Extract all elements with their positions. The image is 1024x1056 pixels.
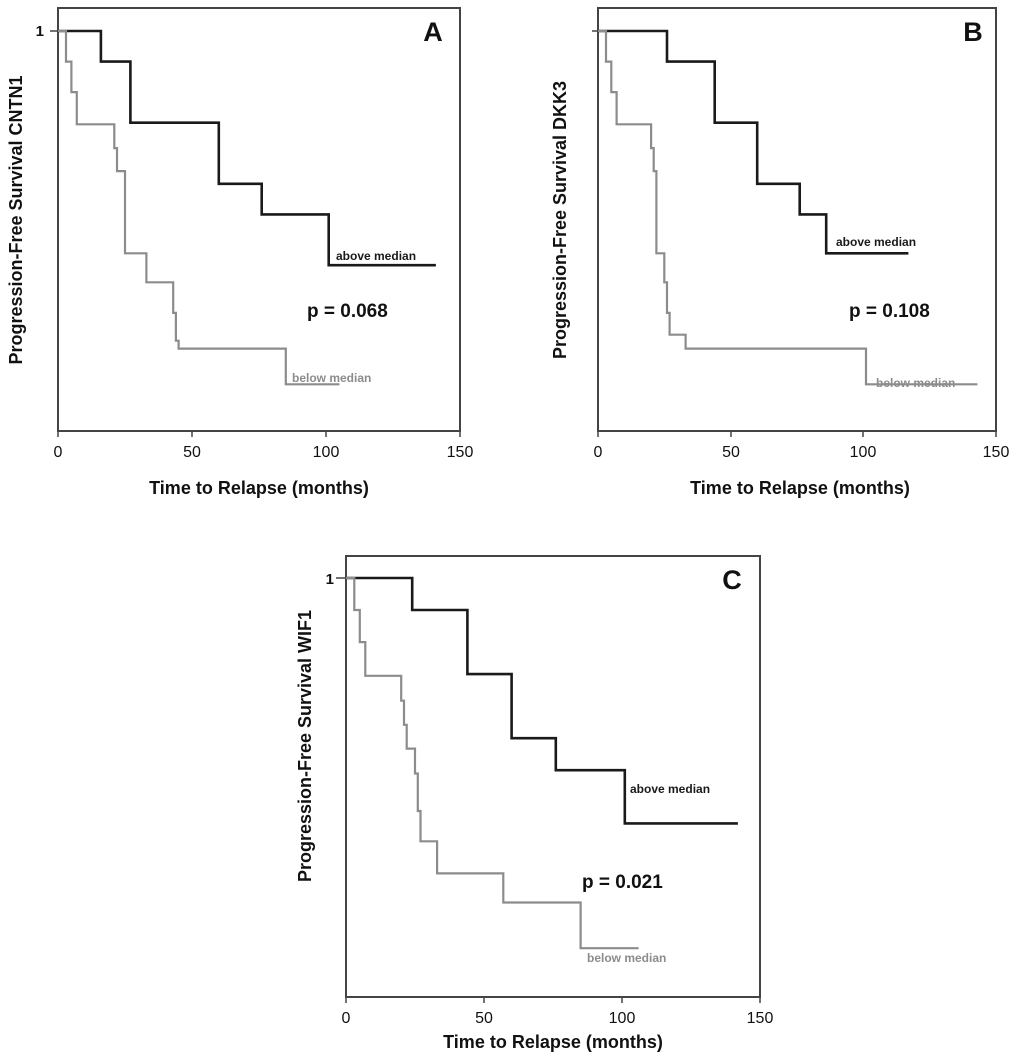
x-axis-label: Time to Relapse (months) (690, 478, 910, 498)
x-tick-label: 100 (850, 444, 877, 461)
x-ticks: 0 50 100 150 (594, 431, 1010, 461)
x-ticks: 0 50 100 150 (54, 431, 474, 461)
series-label-above-median: above median (630, 782, 710, 796)
y-axis-label: Progression-Free Survival DKK3 (550, 81, 570, 359)
survival-curve-below-median (598, 29, 978, 386)
panel-letter: C (722, 565, 742, 595)
series-label-above-median: above median (336, 249, 416, 263)
x-tick-label: 50 (183, 444, 201, 461)
p-value: p = 0.068 (307, 301, 388, 322)
x-ticks: 0 50 100 150 (342, 997, 774, 1027)
y-axis-label: Progression-Free Survival WIF1 (295, 610, 315, 882)
series-label-below-median: below median (587, 951, 666, 965)
p-value: p = 0.108 (849, 301, 930, 322)
panel-letter: B (963, 17, 983, 47)
x-tick-label: 150 (447, 444, 474, 461)
survival-curve-below-median (58, 29, 340, 386)
survival-curves (58, 29, 436, 386)
series-label-below-median: below median (292, 371, 371, 385)
x-axis-label: Time to Relapse (months) (149, 478, 369, 498)
survival-curve-below-median (346, 576, 639, 950)
x-tick-label: 150 (983, 444, 1010, 461)
series-label-below-median: below median (876, 376, 955, 390)
x-tick-label: 0 (342, 1010, 351, 1027)
x-tick-label: 0 (54, 444, 63, 461)
plot-frame (345, 555, 761, 998)
panel-a: 1 0 50 100 150 Time to Relapse (months) … (6, 7, 474, 498)
x-axis-label: Time to Relapse (months) (443, 1032, 663, 1052)
x-tick-label: 100 (313, 444, 340, 461)
y-tick-label: 1 (326, 571, 334, 588)
series-label-above-median: above median (836, 235, 916, 249)
y-tick-label: 1 (36, 23, 44, 40)
panel-letter: A (423, 17, 443, 47)
survival-curve-above-median (346, 576, 738, 825)
survival-curve-above-median (598, 29, 909, 255)
panel-c: 1 0 50 100 150 Time to Relapse (months) … (295, 555, 774, 1052)
x-tick-label: 100 (609, 1010, 636, 1027)
x-tick-label: 50 (475, 1010, 493, 1027)
x-tick-label: 150 (747, 1010, 774, 1027)
p-value: p = 0.021 (582, 872, 663, 893)
survival-curve-above-median (58, 29, 436, 267)
survival-curves (598, 29, 978, 386)
survival-curves (346, 576, 738, 950)
y-axis-label: Progression-Free Survival CNTN1 (6, 75, 26, 364)
plot-frame (57, 7, 461, 432)
plot-frame (597, 7, 997, 432)
x-tick-label: 0 (594, 444, 603, 461)
panel-b: 0 50 100 150 Time to Relapse (months) Pr… (550, 7, 1010, 498)
x-tick-label: 50 (722, 444, 740, 461)
